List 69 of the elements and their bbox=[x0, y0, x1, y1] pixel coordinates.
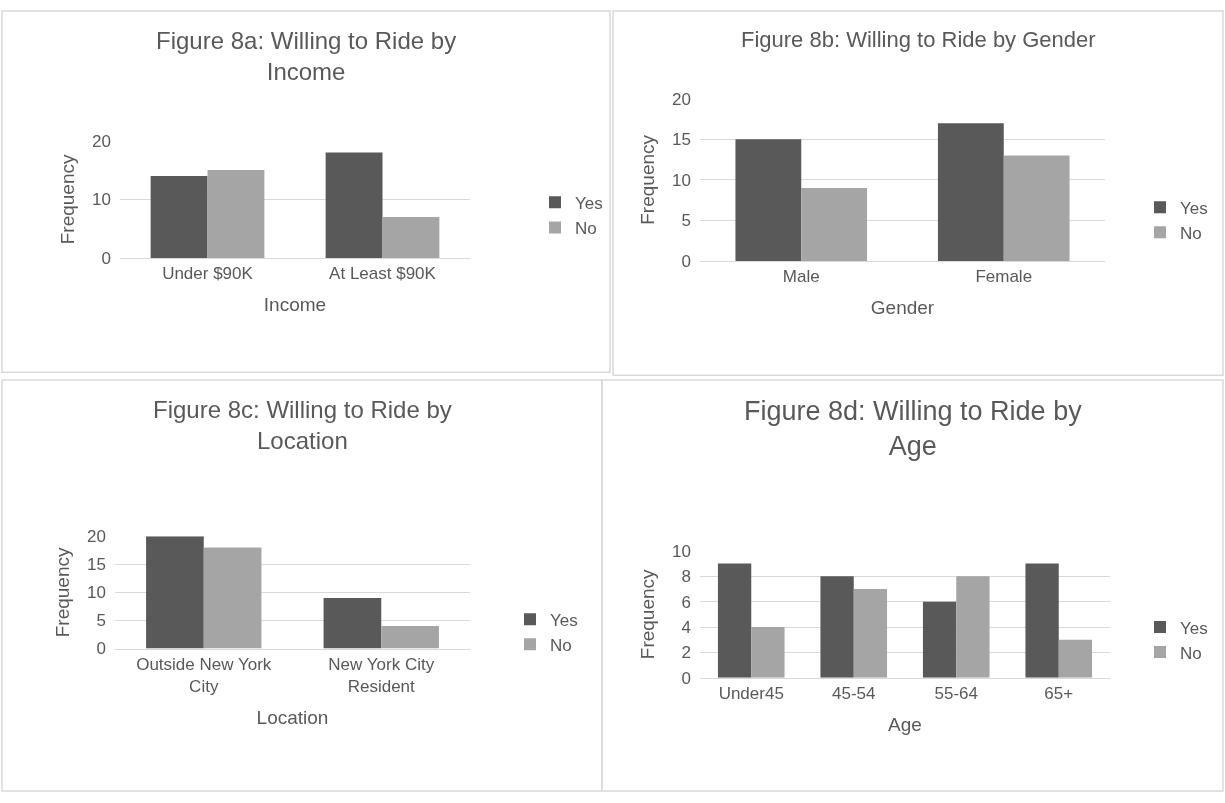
x-axis-title: Age bbox=[888, 713, 922, 735]
bar bbox=[146, 536, 204, 649]
bar bbox=[937, 123, 1004, 261]
chart-title: Figure 8d: Willing to Ride by Age bbox=[744, 396, 1083, 462]
y-tick-label: 20 bbox=[87, 527, 106, 547]
y-axis-title: Frequency bbox=[636, 568, 658, 660]
bar bbox=[801, 187, 868, 261]
legend-label: No bbox=[1180, 643, 1202, 663]
y-tick-label: 10 bbox=[87, 583, 106, 603]
bar bbox=[1025, 563, 1059, 678]
bar bbox=[323, 597, 382, 649]
legend-label: Yes bbox=[575, 193, 603, 213]
y-tick-label: 20 bbox=[672, 89, 691, 109]
bar bbox=[382, 216, 440, 258]
x-tick-label: 45-54 bbox=[832, 684, 876, 704]
y-tick-label: 6 bbox=[681, 592, 691, 612]
y-tick-label: 10 bbox=[672, 170, 691, 190]
y-tick-label: 20 bbox=[92, 131, 111, 151]
x-axis-title: Income bbox=[263, 294, 327, 316]
bar bbox=[381, 626, 439, 649]
bar bbox=[1058, 639, 1093, 678]
chart-title: Figure 8b: Willing to Ride by Gender bbox=[741, 27, 1096, 52]
legend-label: No bbox=[1180, 223, 1202, 243]
legend-label: Yes bbox=[550, 610, 578, 630]
y-tick-label: 15 bbox=[672, 130, 691, 150]
bar bbox=[150, 175, 208, 258]
y-axis-title: Frequency bbox=[51, 546, 73, 638]
y-tick-label: 15 bbox=[87, 555, 106, 575]
bar bbox=[751, 627, 785, 678]
bar bbox=[820, 576, 854, 678]
y-tick-label: 4 bbox=[681, 617, 691, 637]
y-tick-label: 10 bbox=[672, 541, 691, 561]
y-tick-label: 2 bbox=[681, 643, 691, 663]
x-tick-label: Outside New York City bbox=[136, 654, 272, 696]
x-tick-label: New York City Resident bbox=[328, 654, 435, 696]
y-tick-label: 5 bbox=[96, 611, 106, 631]
y-tick-label: 10 bbox=[92, 190, 111, 210]
bar bbox=[203, 547, 262, 649]
legend-label: No bbox=[575, 219, 597, 239]
y-tick-label: 0 bbox=[96, 639, 106, 659]
x-tick-label: Female bbox=[975, 267, 1033, 287]
x-axis-title: Location bbox=[256, 706, 329, 728]
bar bbox=[717, 563, 752, 678]
x-axis-title: Gender bbox=[870, 297, 935, 319]
x-tick-label: 65+ bbox=[1044, 684, 1074, 704]
legend-label: No bbox=[550, 635, 572, 655]
x-tick-label: At Least $90K bbox=[329, 264, 437, 284]
y-tick-label: 0 bbox=[681, 251, 691, 271]
y-axis-title: Frequency bbox=[636, 134, 658, 225]
legend-label: Yes bbox=[1180, 618, 1208, 638]
chart-title: Figure 8c: Willing to Ride by Location bbox=[153, 396, 452, 455]
y-tick-label: 8 bbox=[681, 567, 691, 587]
bar bbox=[853, 588, 888, 678]
x-tick-label: 55-64 bbox=[934, 684, 978, 704]
bar bbox=[325, 152, 383, 258]
bar bbox=[922, 601, 957, 678]
bar bbox=[207, 170, 265, 258]
bar bbox=[956, 576, 990, 678]
y-tick-label: 0 bbox=[681, 668, 691, 688]
y-tick-label: 0 bbox=[101, 248, 111, 268]
legend-label: Yes bbox=[1180, 198, 1208, 218]
bar bbox=[735, 139, 802, 261]
y-tick-label: 5 bbox=[681, 211, 691, 231]
x-tick-label: Male bbox=[782, 267, 820, 287]
y-axis-title: Frequency bbox=[56, 154, 78, 245]
x-tick-label: Under45 bbox=[718, 684, 784, 704]
bar bbox=[1003, 155, 1070, 261]
x-tick-label: Under $90K bbox=[162, 264, 254, 284]
chart-title: Figure 8a: Willing to Ride by Income bbox=[156, 27, 457, 86]
